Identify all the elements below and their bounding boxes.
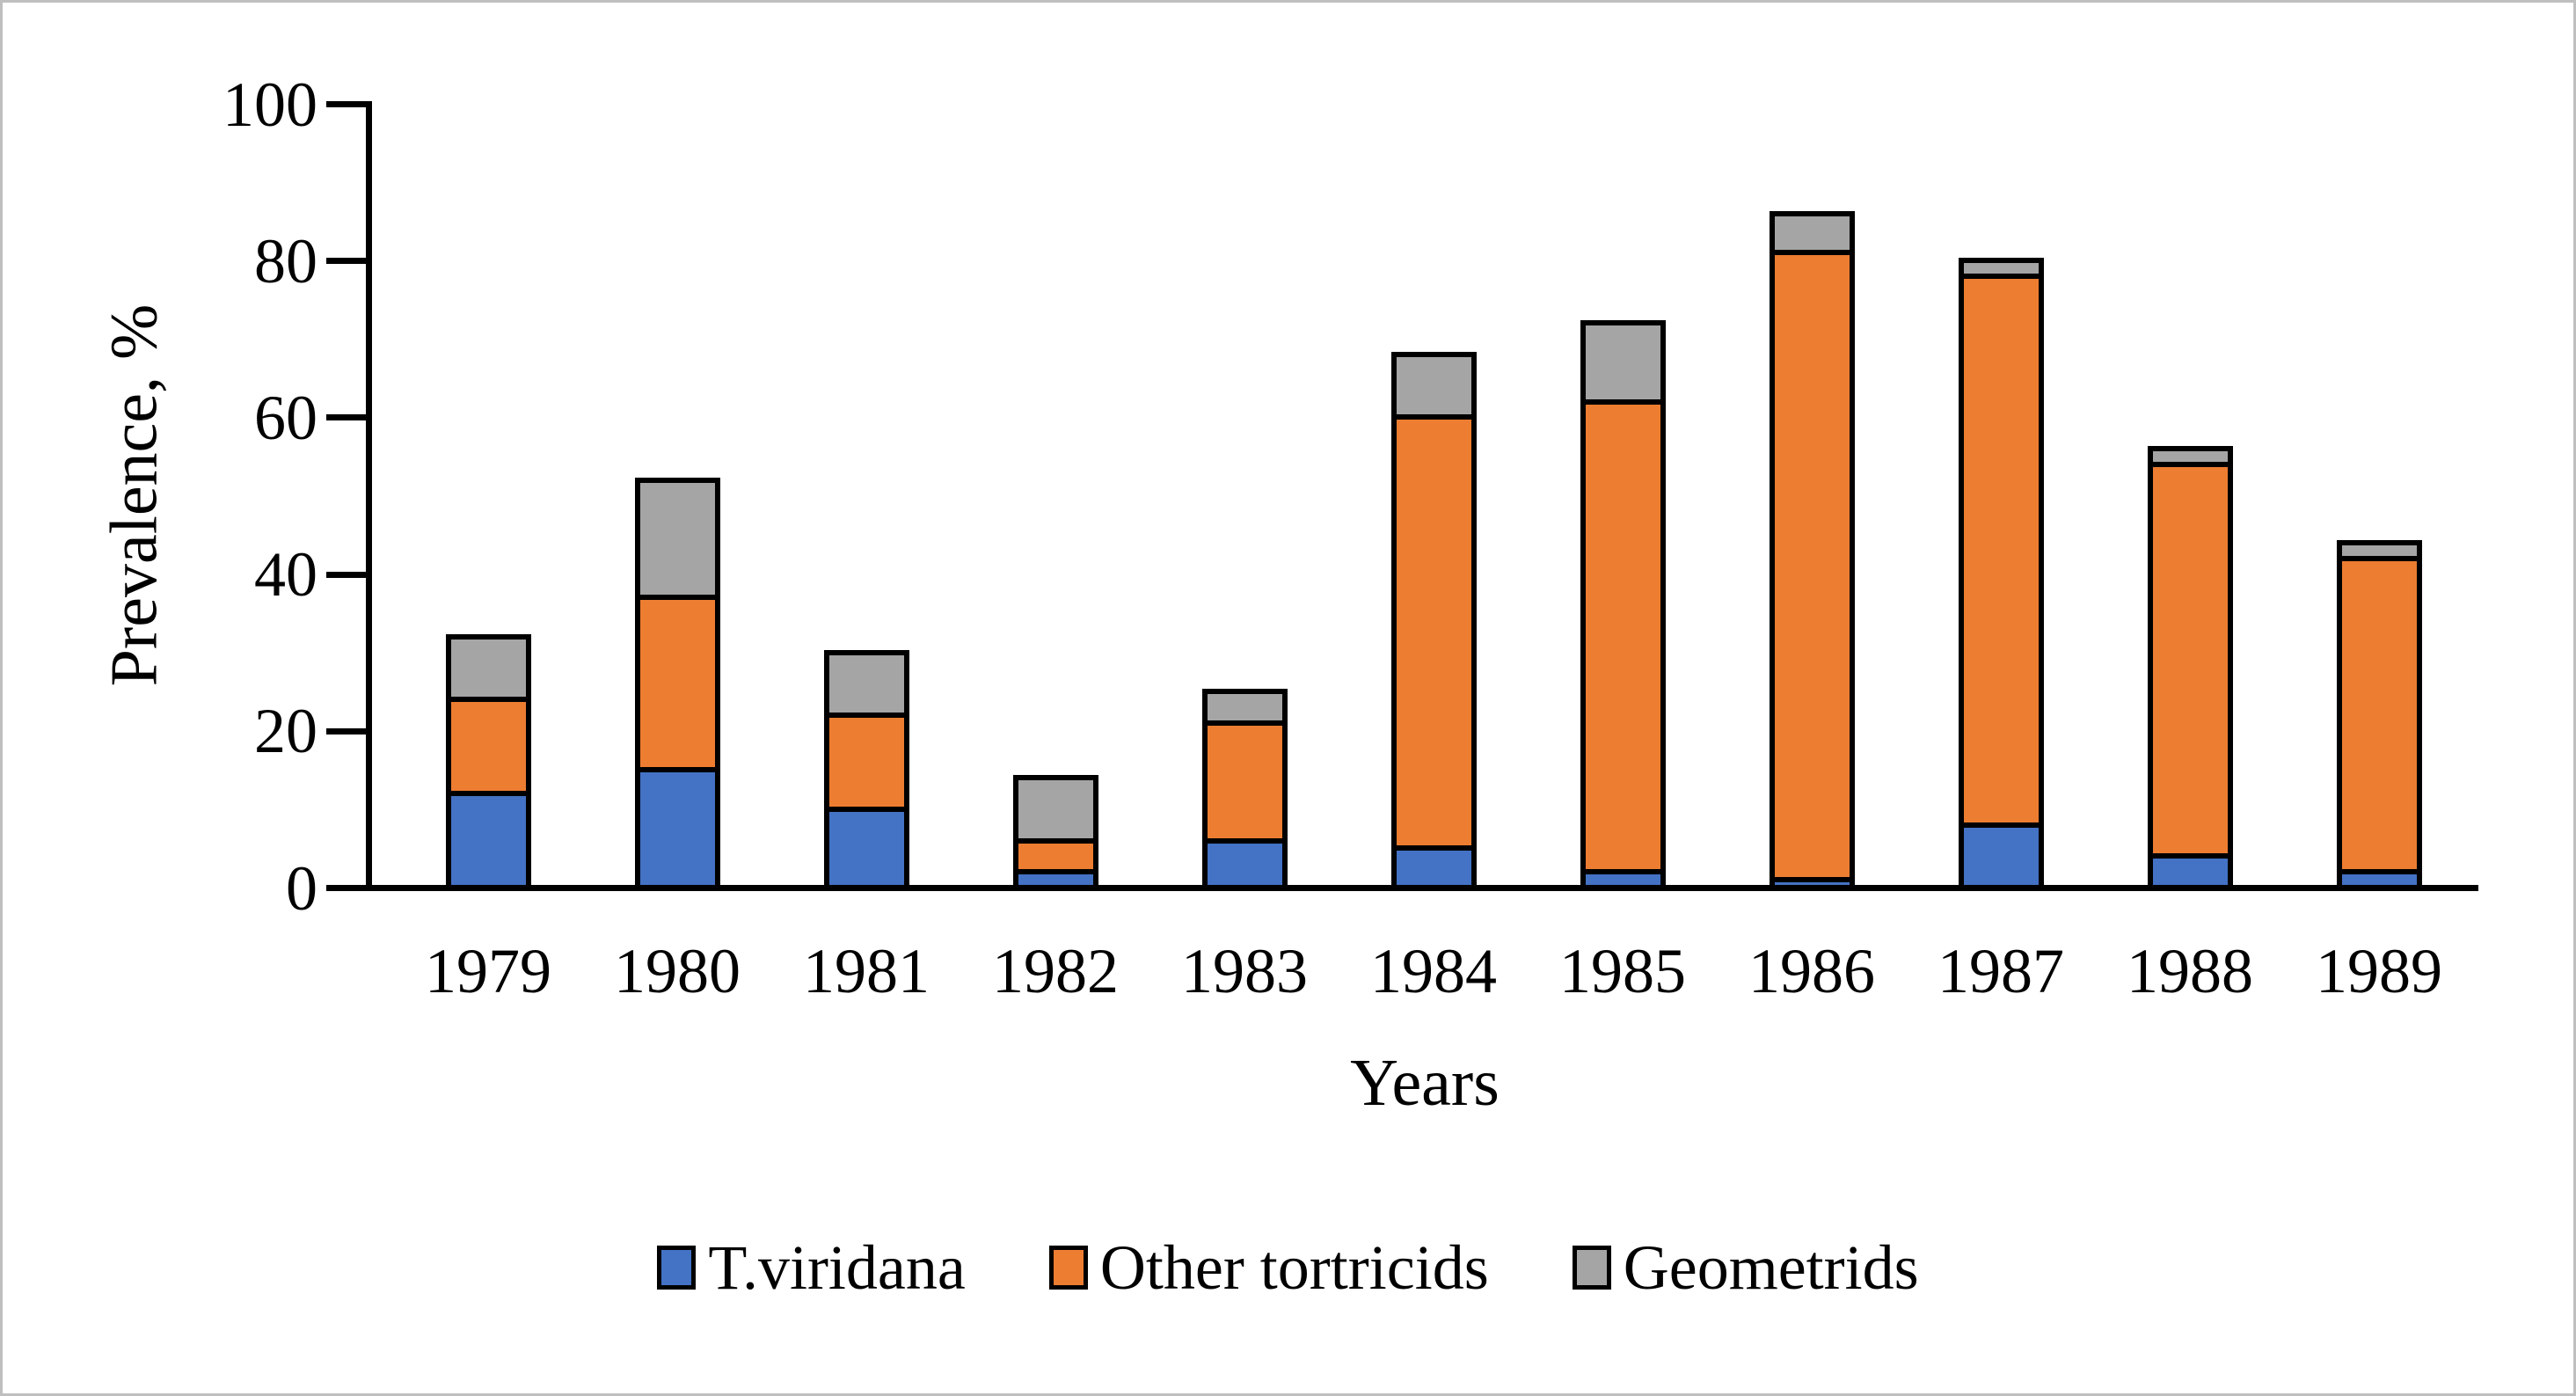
legend-item-geometrids: Geometrids — [1572, 1232, 1919, 1303]
bar-segment-1983-geometrids — [1201, 689, 1288, 720]
y-tick-mark — [326, 258, 366, 265]
x-tick-label-1980: 1980 — [614, 936, 741, 1006]
y-tick-mark — [326, 101, 366, 107]
x-tick-label-1981: 1981 — [803, 936, 930, 1006]
x-tick-label-1986: 1986 — [1748, 936, 1875, 1006]
bar-segment-1989-other-tortricids — [2336, 555, 2422, 870]
bar-segment-1979-t-viridana — [445, 791, 531, 885]
y-tick-mark — [326, 885, 366, 891]
legend-label: Geometrids — [1623, 1232, 1919, 1303]
bar-segment-1980-geometrids — [634, 477, 720, 596]
x-tick-label-1989: 1989 — [2316, 936, 2442, 1006]
legend-item-other-tortricids: Other tortricids — [1048, 1232, 1489, 1303]
bar-segment-1986-geometrids — [1769, 210, 1855, 251]
x-tick-label-1985: 1985 — [1559, 936, 1686, 1006]
bar-segment-1979-other-tortricids — [445, 697, 531, 792]
bar-segment-1982-other-tortricids — [1012, 837, 1098, 870]
legend-label: T.viridana — [708, 1232, 966, 1303]
bar-segment-1986-other-tortricids — [1769, 250, 1855, 878]
bar-segment-1988-t-viridana — [2147, 853, 2233, 885]
bar-1982 — [1012, 775, 1098, 885]
bar-1989 — [2336, 539, 2422, 885]
bar-1979 — [445, 633, 531, 885]
y-tick-label: 20 — [254, 696, 317, 767]
bar-segment-1987-other-tortricids — [1958, 274, 2044, 822]
y-axis-line — [366, 101, 372, 891]
legend-swatch-icon — [657, 1246, 697, 1290]
bar-segment-1982-geometrids — [1012, 775, 1098, 838]
bar-segment-1989-geometrids — [2336, 539, 2422, 556]
bar-1980 — [634, 477, 720, 885]
bar-segment-1980-t-viridana — [634, 767, 720, 885]
bar-1981 — [823, 649, 909, 885]
bar-segment-1987-geometrids — [1958, 258, 2044, 274]
bar-segment-1985-t-viridana — [1580, 869, 1666, 885]
bar-segment-1981-geometrids — [823, 649, 909, 713]
bar-segment-1989-t-viridana — [2336, 869, 2422, 885]
y-axis-title: Prevalence, % — [97, 303, 171, 687]
bar-1985 — [1580, 320, 1666, 885]
bar-segment-1985-geometrids — [1580, 320, 1666, 399]
bar-segment-1984-t-viridana — [1390, 845, 1477, 885]
y-tick-mark — [326, 571, 366, 578]
x-tick-label-1982: 1982 — [992, 936, 1119, 1006]
bar-segment-1980-other-tortricids — [634, 595, 720, 768]
legend-item-t-viridana: T.viridana — [657, 1232, 966, 1303]
bar-segment-1986-t-viridana — [1769, 877, 1855, 885]
bar-segment-1988-geometrids — [2147, 446, 2233, 462]
y-tick-label: 100 — [223, 69, 317, 140]
y-tick-label: 0 — [286, 852, 317, 924]
y-tick-label: 40 — [254, 539, 317, 610]
x-tick-label-1988: 1988 — [2127, 936, 2253, 1006]
bar-segment-1984-other-tortricids — [1390, 414, 1477, 846]
bar-1988 — [2147, 446, 2233, 885]
bar-segment-1982-t-viridana — [1012, 869, 1098, 885]
y-tick-label: 60 — [254, 382, 317, 453]
bar-segment-1979-geometrids — [445, 633, 531, 698]
legend-swatch-icon — [1572, 1246, 1611, 1290]
bar-segment-1988-other-tortricids — [2147, 461, 2233, 854]
legend-label: Other tortricids — [1099, 1232, 1489, 1303]
bar-1986 — [1769, 210, 1855, 885]
bar-1984 — [1390, 352, 1477, 885]
x-tick-label-1983: 1983 — [1181, 936, 1308, 1006]
bar-segment-1983-other-tortricids — [1201, 720, 1288, 838]
bar-1983 — [1201, 689, 1288, 885]
bar-1987 — [1958, 258, 2044, 885]
y-tick-mark — [326, 414, 366, 421]
bar-segment-1985-other-tortricids — [1580, 398, 1666, 870]
bar-segment-1981-t-viridana — [823, 806, 909, 885]
bar-segment-1981-other-tortricids — [823, 712, 909, 807]
x-tick-label-1984: 1984 — [1370, 936, 1497, 1006]
x-axis-title: Years — [1350, 1046, 1500, 1120]
x-axis-line — [366, 885, 2478, 891]
bar-segment-1983-t-viridana — [1201, 837, 1288, 885]
legend-swatch-icon — [1048, 1246, 1088, 1290]
y-tick-mark — [326, 727, 366, 735]
legend: T.viridana Other tortricids Geometrids — [3, 1232, 2573, 1303]
bar-segment-1987-t-viridana — [1958, 822, 2044, 885]
x-tick-label-1987: 1987 — [1937, 936, 2064, 1006]
x-tick-label-1979: 1979 — [425, 936, 551, 1006]
y-tick-label: 80 — [254, 225, 317, 296]
bar-segment-1984-geometrids — [1390, 352, 1477, 415]
